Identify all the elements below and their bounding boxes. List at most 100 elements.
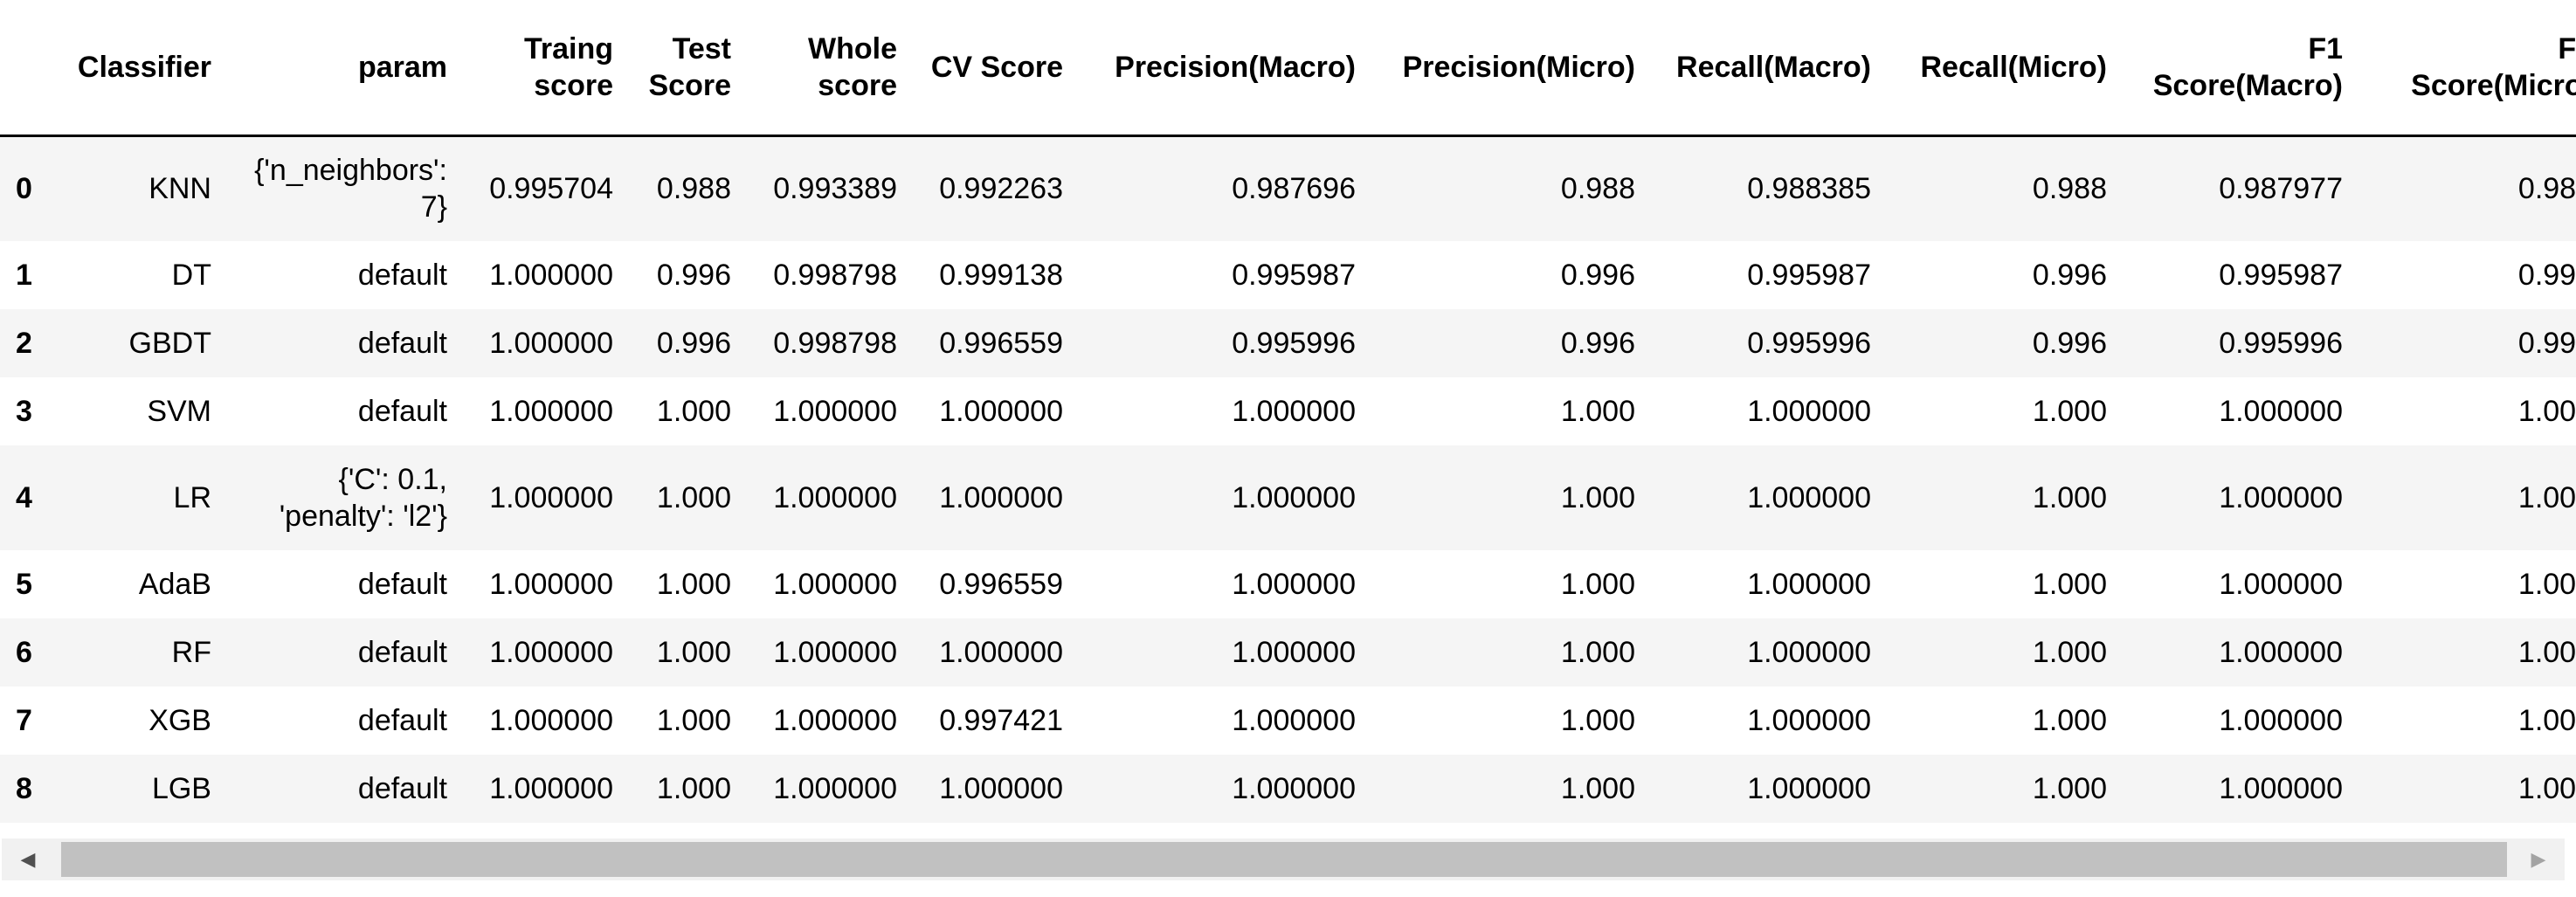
cell-traing-score: 1.000000 [489, 635, 613, 669]
table-row: 1 DT default 1.000000 0.996 0.998798 0.999138 0… [0, 240, 2576, 309]
scroll-right-arrow-icon[interactable]: ▶ [2531, 848, 2546, 870]
header-recall-micro: Recall(Micro) [1920, 51, 2108, 84]
cell-param: default [357, 635, 447, 669]
cell-precision-micro: 1.000 [1560, 567, 1635, 601]
cell-test-score: 1.000 [656, 635, 731, 669]
cell-precision-macro: 0.987696 [1232, 172, 1356, 206]
cell-precision-macro: 0.995996 [1232, 326, 1356, 360]
table-row: 4 LR {'C': 0.1, 'penalty': 'l2'} 1.000000 1.… [0, 445, 2576, 550]
header-test-score: Test Score [648, 32, 732, 102]
table-row: 7 XGB default 1.000000 1.000 1.000000 0.997421… [0, 686, 2576, 755]
cell-recall-micro: 0.988 [2032, 172, 2107, 206]
header-cv-score: CV Score [930, 51, 1063, 84]
header-f1-micro: F1 Score(Micro) [2411, 32, 2576, 102]
cell-f1-macro: 1.000000 [2219, 394, 2343, 428]
cell-traing-score: 1.000000 [489, 258, 613, 292]
cell-classifier: KNN [148, 172, 211, 206]
scrollbar-thumb[interactable] [61, 842, 2507, 877]
cell-param: default [357, 326, 447, 360]
cell-recall-macro: 1.000000 [1747, 394, 1871, 428]
cell-whole-score: 0.993389 [773, 172, 897, 206]
cell-f1-macro: 1.000000 [2219, 567, 2343, 601]
cell-cv-score: 0.996559 [939, 326, 1063, 360]
header-param: param [357, 51, 447, 84]
cell-cv-score: 1.000000 [939, 635, 1063, 669]
cell-classifier: DT [171, 258, 211, 292]
cell-precision-micro: 1.000 [1560, 703, 1635, 737]
dataframe-table: Classifier param Traing score Test Score… [0, 0, 2576, 805]
cell-f1-micro: 0.988 [2517, 172, 2576, 206]
cell-cv-score: 1.000000 [939, 480, 1063, 514]
header-recall-macro: Recall(Macro) [1676, 51, 1871, 84]
cell-recall-macro: 1.000000 [1747, 703, 1871, 737]
cell-precision-macro: 1.000000 [1232, 567, 1356, 601]
cell-whole-score: 0.998798 [773, 326, 897, 360]
cell-recall-macro: 0.995987 [1747, 258, 1871, 292]
cell-param: {'C': 0.1, 'penalty': 'l2'} [279, 462, 447, 533]
cell-param: default [357, 771, 447, 805]
header-precision-macro: Precision(Macro) [1115, 51, 1356, 84]
cell-cv-score: 0.996559 [939, 567, 1063, 601]
header-f1-macro: F1 Score(Macro) [2152, 32, 2343, 102]
cell-recall-macro: 1.000000 [1747, 567, 1871, 601]
cell-traing-score: 0.995704 [489, 172, 613, 206]
row-index: 0 [16, 172, 32, 206]
cell-precision-macro: 1.000000 [1232, 771, 1356, 805]
cell-f1-macro: 1.000000 [2219, 703, 2343, 737]
table-row: 6 RF default 1.000000 1.000 1.000000 1.000000 1… [0, 618, 2576, 687]
cell-classifier: SVM [147, 394, 211, 428]
cell-f1-macro: 1.000000 [2219, 771, 2343, 805]
table-row: 5 AdaB default 1.000000 1.000 1.000000 0.99655… [0, 549, 2576, 618]
cell-recall-micro: 1.000 [2032, 635, 2107, 669]
cell-cv-score: 0.999138 [939, 258, 1063, 292]
scroll-left-arrow-icon[interactable]: ◀ [20, 848, 36, 870]
header-index [0, 0, 52, 136]
cell-whole-score: 0.998798 [773, 258, 897, 292]
cell-precision-micro: 1.000 [1560, 635, 1635, 669]
cell-whole-score: 1.000000 [773, 567, 897, 601]
cell-whole-score: 1.000000 [773, 771, 897, 805]
cell-recall-micro: 1.000 [2032, 394, 2107, 428]
cell-classifier: LGB [151, 771, 211, 805]
cell-precision-macro: 0.995987 [1232, 258, 1356, 292]
row-index: 4 [16, 480, 32, 514]
cell-precision-micro: 1.000 [1560, 480, 1635, 514]
cell-f1-macro: 0.995987 [2219, 258, 2343, 292]
cell-recall-macro: 1.000000 [1747, 480, 1871, 514]
cell-recall-macro: 0.995996 [1747, 326, 1871, 360]
row-index: 2 [16, 326, 32, 360]
cell-traing-score: 1.000000 [489, 394, 613, 428]
cell-f1-micro: 1.000 [2517, 480, 2576, 514]
cell-cv-score: 0.997421 [939, 703, 1063, 737]
cell-param: default [357, 394, 447, 428]
cell-traing-score: 1.000000 [489, 480, 613, 514]
cell-precision-macro: 1.000000 [1232, 635, 1356, 669]
header-whole-score: Whole score [808, 32, 897, 102]
table-row: 2 GBDT default 1.000000 0.996 0.998798 0.99655… [0, 308, 2576, 377]
cell-classifier: AdaB [138, 567, 211, 601]
cell-recall-macro: 0.988385 [1747, 172, 1871, 206]
cell-f1-micro: 1.000 [2517, 394, 2576, 428]
cell-param: default [357, 567, 447, 601]
cell-recall-micro: 1.000 [2032, 703, 2107, 737]
cell-precision-macro: 1.000000 [1232, 703, 1356, 737]
cell-classifier: GBDT [128, 326, 211, 360]
cell-f1-macro: 0.987977 [2219, 172, 2343, 206]
cell-f1-micro: 1.000 [2517, 635, 2576, 669]
cell-f1-micro: 1.000 [2517, 567, 2576, 601]
cell-whole-score: 1.000000 [773, 394, 897, 428]
cell-f1-macro: 0.995996 [2219, 326, 2343, 360]
cell-traing-score: 1.000000 [489, 703, 613, 737]
cell-traing-score: 1.000000 [489, 771, 613, 805]
cell-recall-micro: 1.000 [2032, 480, 2107, 514]
cell-cv-score: 1.000000 [939, 394, 1063, 428]
horizontal-scrollbar[interactable]: ◀ ▶ [2, 838, 2565, 880]
cell-f1-micro: 0.996 [2517, 326, 2576, 360]
cell-f1-micro: 1.000 [2517, 771, 2576, 805]
cell-classifier: RF [171, 635, 211, 669]
cell-param: default [357, 703, 447, 737]
row-index: 6 [16, 635, 32, 669]
cell-whole-score: 1.000000 [773, 703, 897, 737]
cell-test-score: 0.996 [656, 326, 731, 360]
